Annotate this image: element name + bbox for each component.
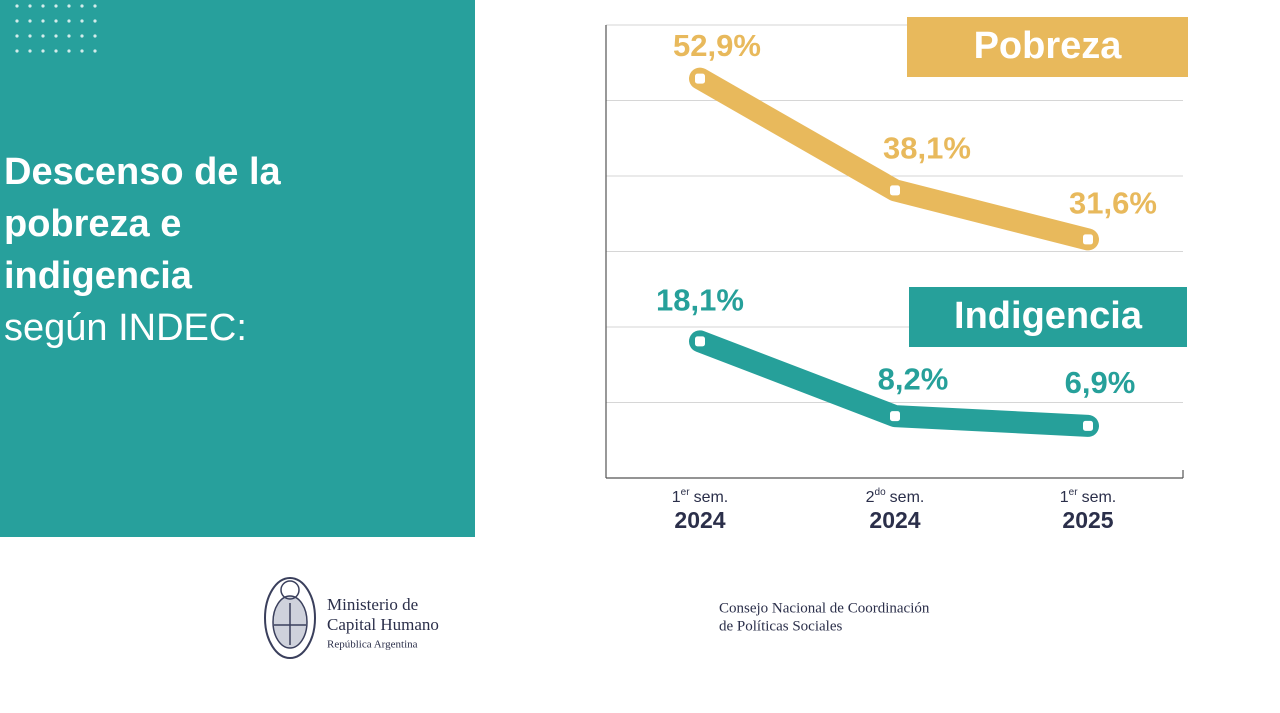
value-label: 31,6% [1069, 186, 1157, 221]
title-block: Descenso de la pobreza e indigencia según… [4, 146, 349, 354]
legend-box [909, 287, 1187, 347]
x-tick-label: 2024 [869, 507, 920, 533]
x-tick-label: 2025 [1062, 507, 1113, 533]
council-name: Consejo Nacional de Coordinación [719, 600, 930, 616]
point-marker [1083, 234, 1093, 245]
ministry-country: República Argentina [327, 639, 418, 651]
point-marker [695, 336, 705, 347]
legend-label: Pobreza [974, 25, 1123, 67]
x-tick-label: 2024 [674, 507, 725, 533]
point-marker [890, 411, 900, 422]
x-tick-period: 2do sem. [866, 487, 925, 507]
period-ordinal: 2 [866, 489, 875, 506]
period-suffix: do [875, 487, 887, 498]
chart-title: Descenso de la pobreza e indigencia [4, 151, 281, 297]
period-suffix: er [1069, 487, 1079, 498]
dot-pattern [15, 4, 97, 53]
value-label: 6,9% [1065, 365, 1136, 400]
ministry-name: Capital Humano [327, 615, 439, 634]
period-suffix: er [681, 487, 691, 498]
legend-label: Indigencia [954, 295, 1143, 337]
period-text: sem. [890, 489, 925, 506]
side-panel: Descenso de la pobreza e indigencia según… [0, 0, 475, 537]
period-ordinal: 1 [672, 489, 681, 506]
point-marker [890, 185, 900, 196]
legend-box [907, 17, 1188, 77]
period-ordinal: 1 [1060, 489, 1069, 506]
chart-subtitle: según INDEC: [4, 307, 247, 349]
ministry-logo [264, 577, 316, 659]
period-text: sem. [694, 489, 729, 506]
ministry-name: Ministerio de [327, 595, 418, 614]
value-label: 52,9% [673, 28, 761, 63]
council-name: de Políticas Sociales [719, 618, 842, 634]
value-label: 8,2% [878, 361, 949, 396]
period-text: sem. [1082, 489, 1117, 506]
value-label: 38,1% [883, 131, 971, 166]
value-label: 18,1% [656, 283, 744, 318]
x-tick-period: 1er sem. [672, 487, 728, 507]
point-marker [695, 73, 705, 84]
x-tick-period: 1er sem. [1060, 487, 1116, 507]
point-marker [1083, 420, 1093, 431]
